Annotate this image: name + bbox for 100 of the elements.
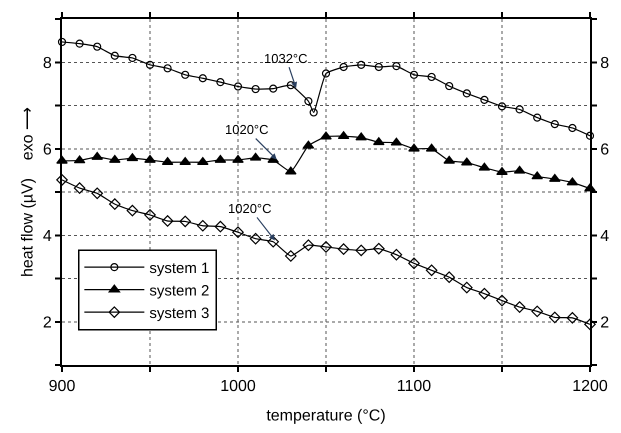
x-tick-label: 1200	[572, 378, 608, 396]
point	[197, 157, 209, 166]
point	[568, 124, 576, 132]
y-axis-title: heat flow (µV) exo ⟶	[19, 106, 36, 278]
point	[164, 64, 172, 72]
point	[126, 153, 138, 162]
point	[322, 69, 330, 78]
point	[110, 52, 119, 60]
point	[426, 144, 438, 152]
point	[320, 241, 332, 253]
x-tick-label: 1100	[396, 378, 432, 396]
point	[286, 81, 295, 90]
annotation: 1020°C	[228, 201, 272, 216]
legend-label: system 2	[149, 282, 210, 300]
point	[338, 243, 350, 255]
point	[302, 140, 314, 149]
y-tick-label: 6	[42, 141, 52, 158]
point	[514, 301, 526, 313]
legend-label: system 1	[149, 260, 210, 277]
point	[74, 182, 86, 194]
point	[445, 82, 454, 90]
point	[162, 215, 174, 227]
point	[390, 138, 402, 146]
point	[480, 96, 488, 104]
point	[566, 177, 578, 186]
point	[549, 174, 561, 182]
point	[285, 250, 297, 262]
point	[462, 89, 471, 98]
point	[373, 137, 385, 146]
point	[214, 220, 226, 232]
point	[390, 248, 402, 261]
point	[252, 84, 260, 94]
point	[109, 198, 121, 210]
point	[584, 318, 596, 330]
y2-tick-label: 4	[600, 228, 610, 245]
point	[162, 157, 174, 166]
point	[232, 154, 244, 163]
point	[514, 166, 526, 174]
point	[269, 84, 278, 93]
point	[234, 82, 242, 91]
point	[443, 271, 455, 283]
point	[144, 154, 156, 163]
point	[338, 131, 350, 140]
point	[304, 97, 312, 106]
y2-tick-label: 6	[600, 141, 610, 158]
point	[443, 156, 455, 164]
point	[285, 166, 297, 175]
y-tick-label: 8	[42, 54, 52, 72]
point	[340, 62, 348, 72]
legend-label: system 3	[149, 305, 210, 322]
point	[179, 216, 191, 228]
point	[310, 108, 318, 117]
point	[91, 188, 103, 200]
point	[461, 282, 473, 294]
point	[250, 232, 262, 245]
point	[408, 258, 420, 270]
y-tick-label: 4	[42, 228, 52, 245]
y2-tick-label: 2	[600, 314, 610, 332]
point	[181, 70, 190, 79]
point	[179, 157, 191, 166]
point	[498, 102, 506, 110]
point	[373, 242, 385, 254]
point	[374, 62, 383, 72]
annotation: 1020°C	[225, 122, 269, 137]
point	[355, 132, 367, 140]
point	[586, 132, 594, 140]
point	[126, 204, 138, 216]
point	[408, 144, 420, 152]
x-axis-title: temperature (°C)	[266, 407, 386, 424]
point	[267, 236, 279, 248]
point	[214, 154, 226, 163]
point	[146, 60, 154, 69]
annotation: 1032°C	[264, 51, 308, 66]
x-tick-label: 1000	[220, 378, 256, 396]
y-tick-label: 2	[42, 314, 52, 332]
point	[357, 60, 366, 69]
point	[144, 209, 156, 221]
point	[566, 312, 578, 324]
point	[531, 306, 543, 318]
point	[478, 288, 490, 300]
point	[128, 54, 136, 62]
point	[533, 114, 542, 122]
point	[232, 226, 244, 238]
point	[392, 62, 400, 70]
point	[197, 220, 209, 232]
point	[550, 120, 559, 128]
point	[91, 152, 103, 160]
point	[250, 152, 262, 161]
point	[198, 74, 207, 82]
point	[56, 174, 68, 186]
point	[216, 78, 224, 86]
point	[74, 155, 86, 164]
point	[549, 312, 561, 324]
y2-tick-label: 8	[600, 54, 610, 72]
point	[76, 40, 84, 48]
point	[109, 154, 121, 163]
point	[428, 72, 436, 82]
point	[516, 105, 524, 114]
point	[355, 244, 367, 256]
point	[496, 294, 508, 306]
